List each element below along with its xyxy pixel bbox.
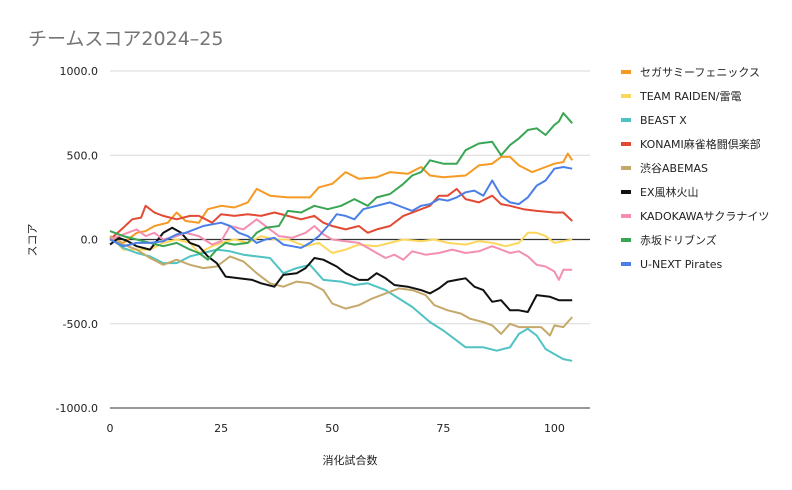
chart-title: チームスコア2024–25 [28, 28, 224, 50]
y-tick-label: -500.0 [63, 318, 98, 331]
y-axis-label: スコア [26, 224, 39, 257]
legend-label: 渋谷ABEMAS [640, 162, 708, 175]
x-tick-label: 75 [436, 422, 450, 435]
series-line-8 [109, 112, 573, 261]
legend-label: TEAM RAIDEN/雷電 [639, 90, 742, 103]
series-line-6 [109, 226, 573, 313]
legend-label: KADOKAWAサクラナイツ [640, 210, 769, 223]
x-tick-label: 100 [544, 422, 565, 435]
series-lines [109, 112, 574, 362]
x-tick-label: 50 [325, 422, 339, 435]
x-tick-label: 0 [107, 422, 114, 435]
legend-label: 赤坂ドリブンズ [640, 233, 717, 247]
series-line-4 [109, 187, 573, 241]
x-axis-label: 消化試合数 [323, 453, 378, 467]
legend-label: EX風林火山 [640, 185, 699, 199]
series-line-3 [109, 237, 573, 362]
y-tick-label: 1000.0 [60, 65, 99, 78]
legend-label: セガサミーフェニックス [640, 66, 760, 79]
series-line-9 [109, 166, 573, 249]
series-line-5 [109, 235, 573, 337]
gridlines [110, 70, 590, 409]
legend: セガサミーフェニックス TEAM RAIDEN/雷電 BEAST X KONAMI麻雀… [621, 66, 769, 271]
x-tick-label: 25 [214, 422, 228, 435]
y-tick-label: 500.0 [67, 149, 99, 162]
legend-label: KONAMI麻雀格闘倶楽部 [640, 137, 761, 151]
y-tick-label: -1000.0 [56, 402, 98, 415]
y-tick-label: 0.0 [81, 234, 99, 247]
legend-label: BEAST X [640, 114, 687, 127]
series-line-7 [109, 218, 573, 281]
legend-label: U-NEXT Pirates [640, 258, 723, 271]
axes: 1000.0 500.0 0.0 -500.0 -1000.0 0 25 50 75 100 [56, 65, 590, 435]
series-line-1 [109, 152, 574, 244]
